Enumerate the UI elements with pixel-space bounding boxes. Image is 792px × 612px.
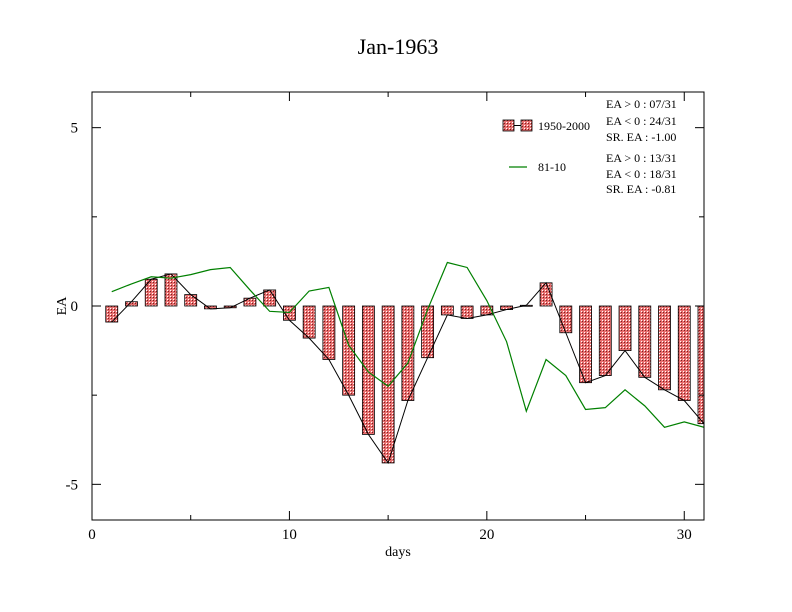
y-tick-label: -5	[66, 477, 79, 493]
lines-layer	[111, 261, 704, 465]
bar-day-3	[144, 278, 158, 307]
y-tick-label: 5	[71, 121, 79, 137]
bar-day-28	[638, 305, 652, 378]
x-tick-label: 30	[677, 527, 692, 543]
bar-day-26	[598, 305, 612, 376]
bar-day-1	[105, 305, 119, 323]
bar-day-12	[322, 305, 336, 360]
series-1950-2000-line	[111, 273, 704, 465]
stat-1950-sr-ea: SR. EA : -1.00	[606, 130, 676, 144]
x-tick-label: 0	[88, 527, 96, 543]
bar-day-29	[658, 305, 671, 391]
legend-swatch-bar-right	[520, 119, 533, 132]
bar-day-14	[361, 305, 375, 435]
x-tick-label: 10	[282, 527, 297, 543]
legend: 1950-2000 81-10 EA > 0 : 07/31 EA < 0 : …	[502, 97, 677, 196]
bar-day-30	[677, 305, 691, 401]
bar-day-8	[243, 297, 257, 307]
stat-1950-ea-pos: EA > 0 : 07/31	[606, 97, 677, 111]
bar-day-5	[184, 294, 198, 307]
bars-layer	[105, 273, 704, 464]
bar-day-19	[460, 305, 474, 319]
bar-day-27	[618, 305, 632, 351]
bar-day-17	[421, 305, 435, 359]
bar-day-9	[263, 289, 277, 307]
series-81-10-line	[111, 261, 704, 428]
legend-label-1950-2000: 1950-2000	[538, 119, 590, 133]
legend-swatch-bar-left	[502, 119, 515, 132]
legend-label-81-10: 81-10	[538, 160, 566, 174]
bar-day-18	[440, 305, 454, 316]
bar-day-11	[302, 305, 316, 339]
bar-day-15	[381, 305, 395, 464]
chart-title: Jan-1963	[358, 34, 439, 59]
y-tick-label: 0	[71, 299, 79, 315]
bar-day-31	[697, 305, 704, 425]
axis-ticks: 0 10 20 30 -5 0 5	[66, 92, 704, 543]
stat-8110-ea-pos: EA > 0 : 13/31	[606, 151, 677, 165]
y-axis-label: EA	[55, 296, 70, 316]
stat-1950-ea-neg: EA < 0 : 24/31	[606, 114, 677, 128]
bar-day-24	[559, 305, 573, 334]
stat-8110-sr-ea: SR. EA : -0.81	[606, 182, 676, 196]
x-tick-label: 20	[479, 527, 494, 543]
stat-8110-ea-neg: EA < 0 : 18/31	[606, 167, 677, 181]
x-axis-label: days	[385, 545, 411, 560]
